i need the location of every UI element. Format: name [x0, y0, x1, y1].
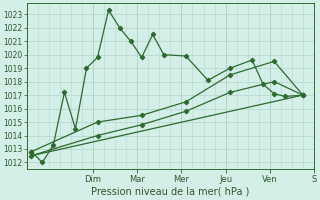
X-axis label: Pression niveau de la mer( hPa ): Pression niveau de la mer( hPa ) [91, 187, 250, 197]
